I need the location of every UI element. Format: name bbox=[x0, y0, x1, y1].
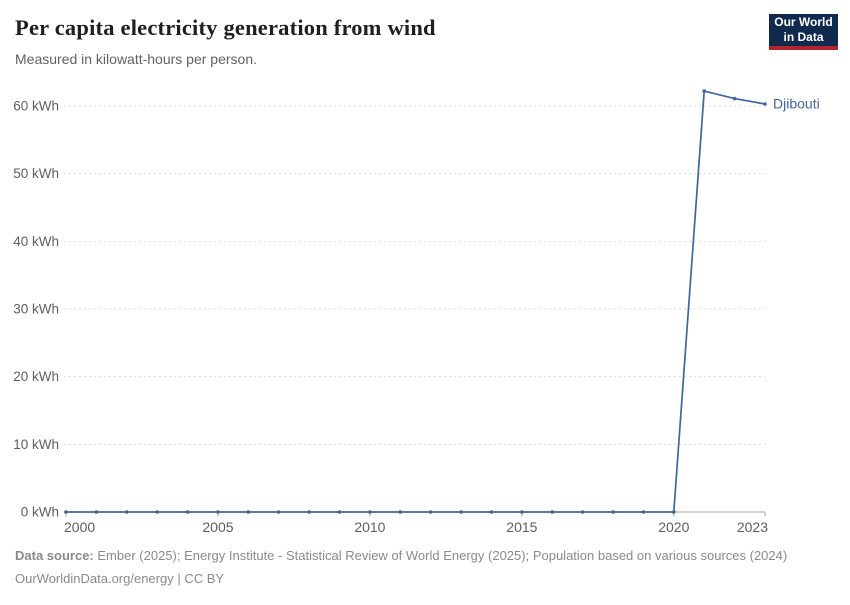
x-tick-label: 2023 bbox=[737, 519, 768, 535]
data-point bbox=[672, 510, 676, 514]
data-point bbox=[398, 510, 403, 514]
y-tick-label: 50 kWh bbox=[13, 166, 59, 181]
y-tick-label: 20 kWh bbox=[13, 369, 59, 384]
data-point bbox=[185, 510, 190, 514]
data-point bbox=[64, 510, 68, 514]
data-point bbox=[580, 510, 585, 514]
y-tick-label: 30 kWh bbox=[13, 302, 59, 317]
data-point bbox=[337, 510, 342, 514]
chart-footer: Data source: Ember (2025); Energy Instit… bbox=[15, 545, 815, 590]
y-tick-label: 0 kWh bbox=[21, 505, 59, 520]
data-line bbox=[65, 90, 766, 513]
data-point bbox=[125, 510, 129, 514]
data-point bbox=[702, 89, 706, 93]
y-tick-label: 40 kWh bbox=[13, 234, 59, 249]
x-tick-label: 2010 bbox=[354, 519, 385, 535]
owid-logo-line2: in Data bbox=[783, 30, 824, 44]
y-tick-label: 10 kWh bbox=[13, 437, 59, 452]
x-tick-label: 2005 bbox=[202, 519, 233, 535]
data-point bbox=[368, 510, 372, 514]
data-source-label: Data source: bbox=[15, 548, 94, 563]
data-point bbox=[94, 510, 99, 514]
owid-logo[interactable]: Our World in Data bbox=[769, 14, 838, 50]
data-point bbox=[611, 510, 615, 514]
data-point bbox=[550, 510, 555, 514]
data-point bbox=[520, 510, 524, 514]
license-line[interactable]: OurWorldinData.org/energy | CC BY bbox=[15, 570, 225, 586]
chart-title: Per capita electricity generation from w… bbox=[15, 15, 436, 40]
data-point bbox=[641, 510, 646, 514]
chart-subtitle: Measured in kilowatt-hours per person. bbox=[15, 51, 258, 67]
data-source-text: Ember (2025); Energy Institute - Statist… bbox=[97, 548, 788, 563]
data-point bbox=[489, 510, 494, 514]
data-source-line: Data source: Ember (2025); Energy Instit… bbox=[15, 545, 815, 568]
owid-logo-line1: Our World bbox=[774, 15, 833, 29]
data-point bbox=[732, 96, 737, 101]
data-point bbox=[246, 510, 251, 514]
data-point bbox=[763, 102, 767, 106]
data-point bbox=[216, 510, 220, 514]
data-point bbox=[428, 510, 433, 514]
entity-label[interactable]: Djibouti bbox=[773, 95, 820, 111]
x-tick-label: 2015 bbox=[506, 519, 537, 535]
data-point bbox=[276, 510, 281, 514]
y-tick-label: 60 kWh bbox=[13, 99, 59, 114]
x-tick-label: 2020 bbox=[658, 519, 689, 535]
data-point bbox=[307, 510, 311, 514]
x-tick-label: 2000 bbox=[64, 519, 95, 535]
data-point bbox=[459, 510, 463, 514]
data-point bbox=[155, 510, 159, 514]
